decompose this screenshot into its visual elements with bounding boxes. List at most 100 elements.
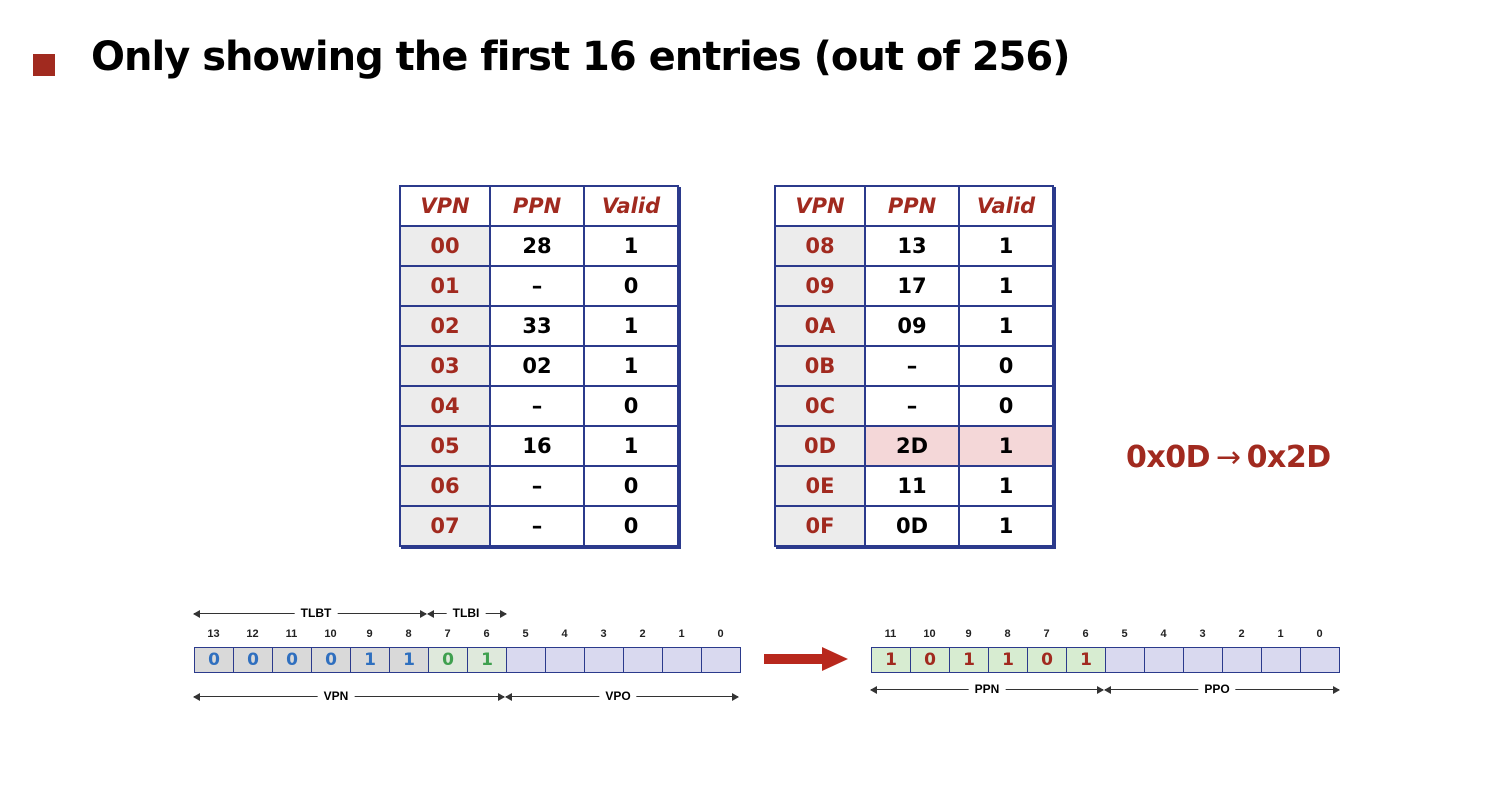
- bit-cell: 0: [1028, 648, 1067, 672]
- cell-valid: 0: [958, 385, 1054, 427]
- bullet-square: [33, 54, 55, 76]
- column-header-valid: Valid: [958, 185, 1054, 227]
- bit-cell: [1301, 648, 1339, 672]
- table-row: 02 33 1: [399, 305, 679, 347]
- bit-number: 7: [1043, 628, 1050, 640]
- cell-vpn: 05: [399, 425, 491, 467]
- cell-valid: 0: [958, 345, 1054, 387]
- table-header-row: VPN PPN Valid: [399, 185, 679, 227]
- column-header-ppn: PPN: [864, 185, 960, 227]
- table-row: 00 28 1: [399, 225, 679, 267]
- bit-number: 2: [639, 628, 646, 640]
- page-table-right: VPN PPN Valid 08 13 1 09 17 1 0A 09 1 0B –0 0C –0 0D 2D 1…: [774, 185, 1054, 547]
- cell-vpn: 03: [399, 345, 491, 387]
- table-row: 04–0: [399, 385, 679, 427]
- bit-number: 3: [600, 628, 607, 640]
- cell-ppn: 13: [864, 225, 960, 267]
- cell-valid: 1: [958, 505, 1054, 547]
- cell-valid: 1: [583, 305, 679, 347]
- cell-vpn: 0B: [774, 345, 866, 387]
- table-row: 01–0: [399, 265, 679, 307]
- bit-number: 6: [483, 628, 490, 640]
- tlbt-label: TLBT: [294, 606, 338, 620]
- table-row: 09 17 1: [774, 265, 1054, 307]
- cell-vpn: 07: [399, 505, 491, 547]
- table-row: 0F 0D 1: [774, 505, 1054, 547]
- bit-cell: [585, 648, 624, 672]
- bit-cell: [702, 648, 740, 672]
- tlbi-label: TLBI: [446, 606, 486, 620]
- bit-cell: [1223, 648, 1262, 672]
- cell-vpn: 0A: [774, 305, 866, 347]
- cell-valid: 1: [958, 225, 1054, 267]
- bit-cell: 0: [429, 648, 468, 672]
- cell-ppn: –: [489, 505, 585, 547]
- cell-valid: 1: [958, 425, 1054, 467]
- tlbt-range: TLBT: [193, 606, 427, 620]
- table-row: 07–0: [399, 505, 679, 547]
- bit-cell: 1: [351, 648, 390, 672]
- bit-cell: 0: [195, 648, 234, 672]
- table-row: 0C –0: [774, 385, 1054, 427]
- bit-number: 0: [717, 628, 724, 640]
- table-header-row: VPN PPN Valid: [774, 185, 1054, 227]
- bit-number: 7: [444, 628, 451, 640]
- cell-valid: 1: [958, 465, 1054, 507]
- bit-number: 1: [678, 628, 685, 640]
- cell-ppn: 11: [864, 465, 960, 507]
- tlbi-range: TLBI: [427, 606, 507, 620]
- vpn-range: VPN: [193, 689, 505, 703]
- ppn-label: PPN: [968, 682, 1006, 696]
- column-header-valid: Valid: [583, 185, 679, 227]
- ppn-range: PPN: [870, 682, 1104, 696]
- bit-cell: 1: [390, 648, 429, 672]
- bit-cell: 0: [911, 648, 950, 672]
- cell-valid: 0: [583, 505, 679, 547]
- cell-ppn: 09: [864, 305, 960, 347]
- cell-vpn: 00: [399, 225, 491, 267]
- bit-number: 13: [207, 628, 220, 640]
- bit-number: 10: [324, 628, 337, 640]
- bit-number: 3: [1199, 628, 1206, 640]
- bit-number: 4: [561, 628, 568, 640]
- cell-vpn: 0C: [774, 385, 866, 427]
- bit-number: 6: [1082, 628, 1089, 640]
- cell-ppn: 0D: [864, 505, 960, 547]
- page-table-left: VPN PPN Valid 00 28 1 01–0 02 33 1 03 02 1 04–0 05 16 1…: [399, 185, 679, 547]
- cell-vpn: 0D: [774, 425, 866, 467]
- cell-valid: 1: [583, 225, 679, 267]
- bit-number: 11: [884, 628, 897, 640]
- cell-ppn: 33: [489, 305, 585, 347]
- bit-number: 2: [1238, 628, 1245, 640]
- column-header-ppn: PPN: [489, 185, 585, 227]
- right-arrow-icon: →: [1216, 440, 1241, 475]
- cell-vpn: 0F: [774, 505, 866, 547]
- cell-valid: 1: [583, 345, 679, 387]
- bit-cell: [1145, 648, 1184, 672]
- cell-valid: 0: [583, 465, 679, 507]
- translation-from: 0x0D: [1126, 440, 1211, 475]
- bit-number: 5: [522, 628, 529, 640]
- bit-cell: [1262, 648, 1301, 672]
- cell-valid: 0: [583, 385, 679, 427]
- bit-cell: 0: [273, 648, 312, 672]
- cell-ppn: –: [489, 465, 585, 507]
- bit-number: 9: [965, 628, 972, 640]
- cell-ppn: –: [864, 345, 960, 387]
- bit-cell: [1184, 648, 1223, 672]
- bit-number: 8: [1004, 628, 1011, 640]
- column-header-vpn: VPN: [399, 185, 491, 227]
- cell-ppn: 28: [489, 225, 585, 267]
- table-row: 0A 09 1: [774, 305, 1054, 347]
- bit-cell: 1: [950, 648, 989, 672]
- table-row: 0D 2D 1: [774, 425, 1054, 467]
- bit-cell: 1: [468, 648, 507, 672]
- cell-vpn: 09: [774, 265, 866, 307]
- translate-arrow-icon: [764, 647, 848, 671]
- bit-number: 12: [246, 628, 259, 640]
- bit-cell: 1: [1067, 648, 1106, 672]
- cell-ppn: 16: [489, 425, 585, 467]
- bit-number: 0: [1316, 628, 1323, 640]
